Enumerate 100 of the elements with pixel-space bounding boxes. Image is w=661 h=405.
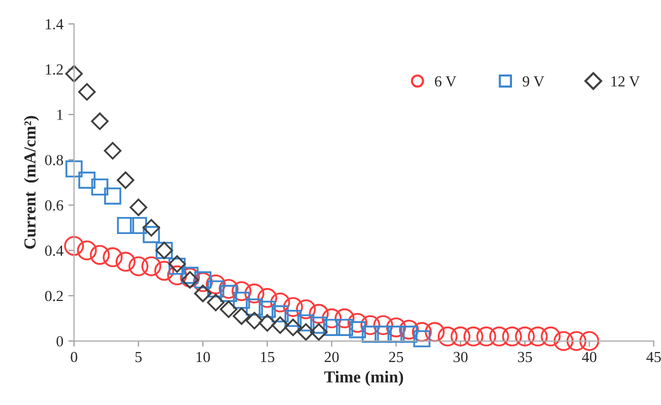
point [102, 247, 123, 268]
x-tick-label: 30 [454, 352, 468, 362]
point [400, 326, 418, 343]
point [297, 314, 314, 332]
point [373, 315, 394, 336]
point [194, 284, 212, 302]
point [142, 226, 160, 244]
point [181, 271, 199, 289]
point [323, 318, 340, 336]
y-tick-label: 0 [56, 336, 64, 346]
point [258, 314, 276, 332]
point [194, 271, 212, 288]
point [297, 323, 315, 341]
point [310, 323, 328, 341]
point [206, 274, 226, 294]
point [489, 326, 510, 346]
x-tick-label: 0 [70, 352, 78, 362]
x-tick-label: 20 [324, 352, 339, 362]
x-tick-label: 10 [196, 352, 210, 362]
x-tick-label: 35 [518, 352, 532, 362]
y-tick-label: 1.2 [46, 64, 63, 75]
point [348, 312, 368, 333]
point [413, 330, 430, 348]
point [116, 252, 136, 272]
point [528, 326, 548, 346]
y-tick-label: 0.2 [45, 290, 63, 302]
point [514, 326, 535, 346]
point [244, 284, 264, 304]
point [130, 216, 147, 234]
point [271, 316, 289, 334]
point [579, 331, 600, 351]
y-tick-label: 0.8 [45, 154, 64, 166]
point [296, 299, 316, 320]
point [386, 317, 406, 338]
point [463, 326, 484, 346]
point [154, 260, 174, 281]
point [128, 256, 148, 276]
point [141, 256, 162, 276]
y-tick-label: 1.4 [46, 19, 64, 30]
point [246, 298, 263, 316]
point [476, 326, 496, 346]
point [270, 292, 290, 312]
point [220, 284, 238, 302]
point [336, 318, 354, 336]
point [218, 278, 239, 299]
point [232, 307, 250, 325]
point [232, 281, 252, 302]
point [130, 198, 148, 216]
point [78, 172, 96, 189]
point [284, 310, 302, 327]
x-tick-label: 5 [136, 352, 142, 362]
point [90, 245, 110, 265]
point [257, 288, 278, 308]
point [207, 280, 224, 298]
point [450, 326, 470, 346]
point [258, 300, 276, 318]
point [192, 272, 213, 292]
point [399, 320, 419, 340]
point [65, 160, 83, 178]
x-axis-title: Time (min) [324, 370, 404, 386]
legend-label: 6 V [434, 76, 456, 87]
point [348, 321, 366, 338]
y-axis-title: Current (mA/cm²) [24, 116, 39, 249]
legend-label: 12 V [611, 76, 640, 87]
point [206, 294, 224, 312]
point [246, 312, 264, 330]
point [116, 171, 134, 189]
point [566, 331, 586, 351]
point [76, 240, 97, 260]
point [388, 326, 405, 343]
point [167, 265, 188, 286]
point [65, 64, 83, 82]
point [322, 308, 342, 328]
point [334, 308, 354, 328]
point [362, 326, 379, 343]
point [272, 305, 289, 322]
point [232, 292, 250, 309]
x-tick-label: 45 [646, 352, 661, 362]
point [91, 112, 109, 130]
point [142, 218, 160, 237]
point [412, 322, 432, 342]
x-tick-label: 25 [389, 352, 404, 362]
legend-label: 9 V [522, 76, 544, 87]
x-tick-label: 15 [260, 352, 274, 362]
point [502, 326, 522, 346]
y-tick-label: 0.6 [45, 200, 64, 211]
point [64, 236, 84, 256]
point [283, 297, 303, 317]
point [308, 304, 329, 324]
point [104, 188, 122, 205]
y-tick-label: 1 [57, 110, 63, 120]
point [284, 318, 302, 336]
point [117, 216, 134, 234]
point [310, 316, 328, 334]
point [540, 326, 561, 346]
point [91, 178, 108, 196]
point [181, 266, 199, 284]
point [78, 83, 96, 101]
point [104, 142, 122, 160]
point [360, 315, 380, 336]
